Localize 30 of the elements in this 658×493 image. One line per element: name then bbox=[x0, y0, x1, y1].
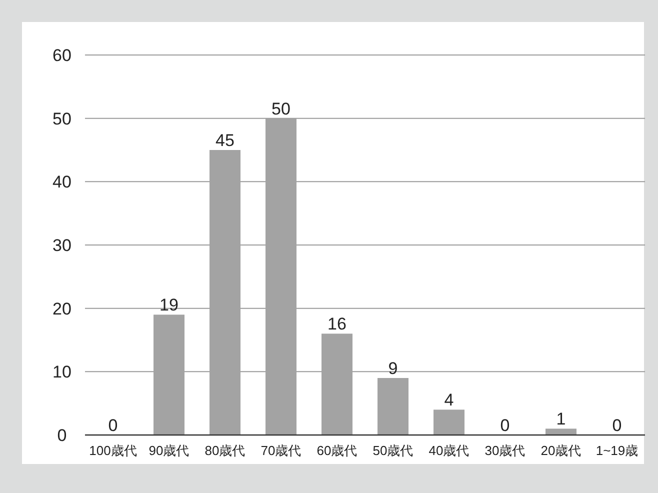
bar bbox=[434, 410, 464, 435]
data-label: 16 bbox=[328, 314, 346, 334]
y-tick-label: 30 bbox=[52, 236, 72, 255]
y-tick-label: 40 bbox=[52, 172, 72, 192]
x-tick-label: 1~19歳 bbox=[596, 443, 638, 458]
data-label: 19 bbox=[160, 296, 178, 315]
data-label: 0 bbox=[500, 416, 510, 435]
data-label: 9 bbox=[388, 359, 398, 378]
y-tick-label: 0 bbox=[57, 426, 67, 445]
data-label: 0 bbox=[612, 416, 622, 435]
y-tick-label: 60 bbox=[52, 46, 72, 65]
x-tick-label: 30歳代 bbox=[484, 443, 526, 458]
data-label: 50 bbox=[272, 99, 290, 118]
x-tick-label: 70歳代 bbox=[260, 443, 302, 458]
y-tick-label: 10 bbox=[52, 362, 72, 382]
y-tick-label: 50 bbox=[52, 109, 72, 128]
x-tick-label: 80歳代 bbox=[204, 443, 246, 458]
y-tick-label: 20 bbox=[52, 299, 72, 318]
x-tick-label: 40歳代 bbox=[428, 443, 470, 458]
x-tick-label: 90歳代 bbox=[148, 443, 190, 458]
bar bbox=[378, 378, 408, 435]
x-tick-label: 50歳代 bbox=[372, 443, 414, 458]
data-label: 1 bbox=[556, 410, 566, 429]
x-tick-label: 100歳代 bbox=[89, 443, 137, 458]
data-label: 45 bbox=[216, 131, 234, 150]
x-tick-label: 60歳代 bbox=[316, 443, 358, 458]
bar bbox=[546, 428, 576, 435]
x-tick-label: 20歳代 bbox=[540, 443, 582, 458]
data-label: 4 bbox=[444, 390, 454, 410]
data-label: 0 bbox=[108, 416, 118, 435]
